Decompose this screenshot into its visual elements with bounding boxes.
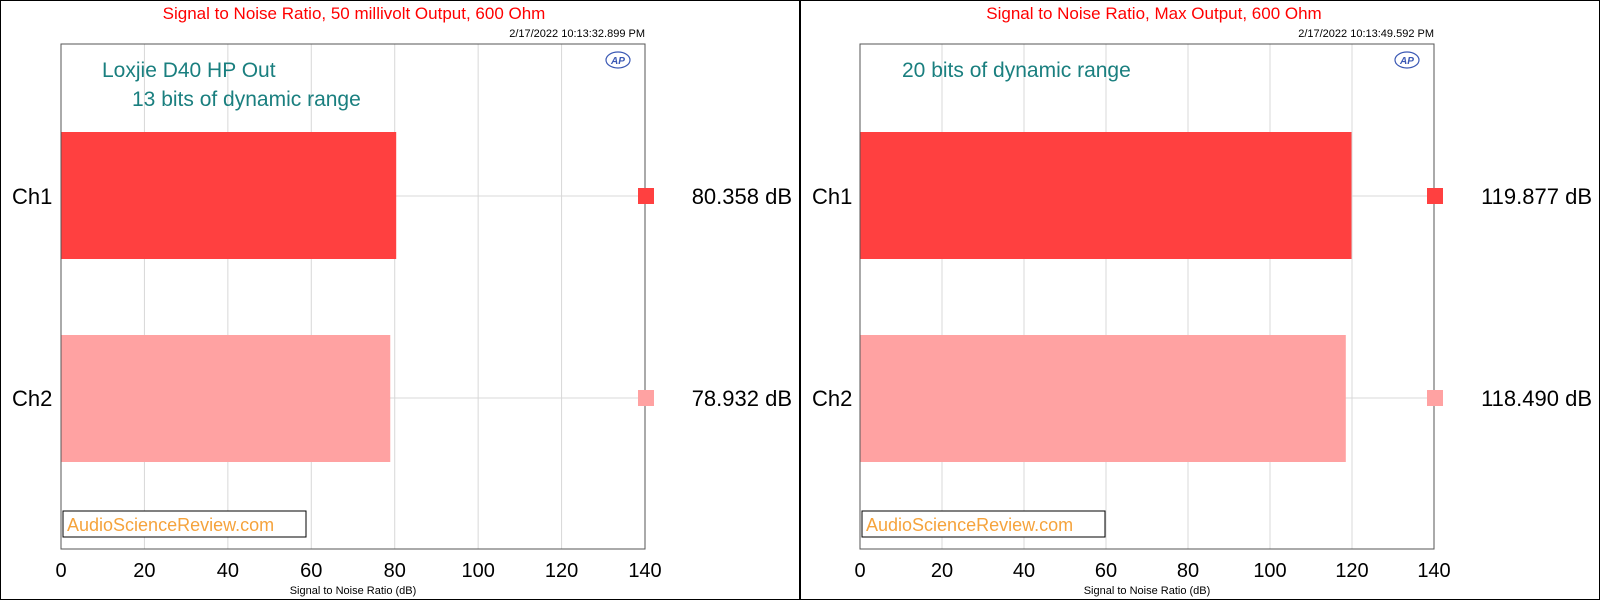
x-tick-label: 60 [1095,560,1117,582]
bar-ch1 [61,132,397,259]
annotation-text: Loxjie D40 HP Out [102,59,276,82]
ap-logo-ring [605,51,631,69]
x-tick-label: 100 [1253,560,1286,582]
x-axis-label: Signal to Noise Ratio (dB) [1084,585,1211,597]
data-label: 78.932 dB [692,386,792,411]
x-tick-label: 0 [854,560,865,582]
x-tick-label: 120 [1335,560,1368,582]
ap-logo-text: AP [1399,56,1414,67]
legend-marker-ch1 [638,188,654,204]
annotation-text: 20 bits of dynamic range [902,59,1131,82]
watermark-text: AudioScienceReview.com [67,515,274,535]
timestamp: 2/17/2022 10:13:49.592 PM [1298,28,1434,40]
ap-logo-text: AP [610,56,625,67]
plot-frame [60,43,646,550]
bar-ch2 [61,335,391,462]
x-tick-label: 40 [1013,560,1035,582]
x-tick-label: 40 [217,560,239,582]
x-tick-label: 100 [461,560,494,582]
x-tick-label: 80 [1177,560,1199,582]
chart-panel-2: Signal to Noise Ratio, Max Output, 600 O… [800,0,1600,600]
x-tick-label: 20 [133,560,155,582]
x-tick-label: 140 [1417,560,1450,582]
ap-logo-icon: AP [605,51,631,69]
data-label: 80.358 dB [692,184,792,209]
data-label: 119.877 dB [1481,184,1592,209]
x-tick-label: 60 [300,560,322,582]
x-tick-label: 0 [55,560,66,582]
category-label: Ch1 [12,184,52,209]
ap-logo-icon: AP [1394,51,1420,69]
panel-frame [800,0,1600,600]
x-tick-label: 20 [931,560,953,582]
bar-ch1 [860,132,1352,259]
legend-marker-ch2 [1427,390,1443,406]
legend-marker-ch1 [1427,188,1443,204]
panel-frame [0,0,800,600]
x-tick-label: 140 [628,560,661,582]
category-label: Ch1 [812,184,852,209]
watermark-box [62,510,307,538]
chart-title: Signal to Noise Ratio, Max Output, 600 O… [986,4,1321,23]
plot-frame [859,43,1435,550]
category-label: Ch2 [812,386,852,411]
chart-panel-1: Signal to Noise Ratio, 50 millivolt Outp… [0,0,800,600]
x-axis-label: Signal to Noise Ratio (dB) [290,585,417,597]
watermark-text: AudioScienceReview.com [866,515,1073,535]
x-tick-label: 80 [384,560,406,582]
annotation-text: 13 bits of dynamic range [132,88,361,111]
bar-ch2 [860,335,1346,462]
category-label: Ch2 [12,386,52,411]
legend-marker-ch2 [638,390,654,406]
timestamp: 2/17/2022 10:13:32.899 PM [509,28,645,40]
chart-title: Signal to Noise Ratio, 50 millivolt Outp… [163,4,546,23]
data-label: 118.490 dB [1481,386,1592,411]
x-tick-label: 120 [545,560,578,582]
ap-logo-ring [1394,51,1420,69]
watermark-box [861,510,1106,538]
